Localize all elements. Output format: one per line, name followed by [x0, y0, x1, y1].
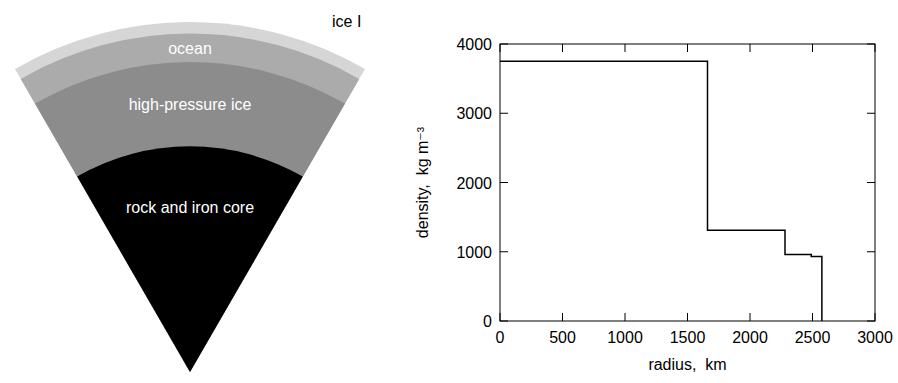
- y-tick-label: 3000: [456, 105, 492, 122]
- x-tick-label: 3000: [857, 329, 893, 346]
- y-tick-mirror: [867, 251, 875, 252]
- x-tick: [750, 313, 751, 321]
- y-tick-label: 4000: [456, 36, 492, 53]
- x-tick-mirror: [687, 44, 688, 52]
- x-tick: [625, 313, 626, 321]
- x-tick-label: 1500: [670, 329, 706, 346]
- x-tick: [562, 313, 563, 321]
- x-tick: [687, 313, 688, 321]
- x-tick-label: 0: [496, 329, 505, 346]
- layer-label: ocean: [168, 40, 212, 57]
- layer: [77, 146, 303, 372]
- plot-area: [500, 61, 822, 321]
- x-tick-label: 2500: [795, 329, 831, 346]
- density-line: [500, 61, 822, 321]
- y-tick-label: 0: [483, 313, 492, 330]
- y-tick-mirror: [867, 113, 875, 114]
- x-tick-label: 1000: [607, 329, 643, 346]
- layer: [21, 34, 359, 372]
- wedge: [15, 22, 365, 372]
- y-tick-mirror: [867, 182, 875, 183]
- figure: rock and iron core high-pressure ice ocean…: [0, 0, 898, 383]
- layer: [35, 62, 345, 372]
- plot-frame: [500, 44, 875, 321]
- x-tick-mirror: [562, 44, 563, 52]
- layer-label: high-pressure ice: [129, 96, 252, 113]
- x-tick-label: 2000: [732, 329, 768, 346]
- x-tick-mirror: [625, 44, 626, 52]
- x-tick-mirror: [812, 44, 813, 52]
- y-tick: [500, 182, 508, 183]
- y-tick-label: 1000: [456, 244, 492, 261]
- layer-label: ice I: [332, 13, 361, 30]
- x-tick-mirror: [750, 44, 751, 52]
- x-tick-label: 500: [549, 329, 576, 346]
- y-tick: [500, 251, 508, 252]
- layer: [15, 22, 365, 372]
- y-tick-label: 2000: [456, 175, 492, 192]
- y-axis-label: density, kg m⁻³: [414, 126, 431, 238]
- y-tick: [500, 113, 508, 114]
- layer-label: rock and iron core: [126, 199, 254, 216]
- axes: 0 500 1000 1500 2000 2500 3000 0 1000 2000 3000 400…: [456, 36, 892, 346]
- x-axis-label: radius, km: [648, 356, 726, 373]
- x-tick: [812, 313, 813, 321]
